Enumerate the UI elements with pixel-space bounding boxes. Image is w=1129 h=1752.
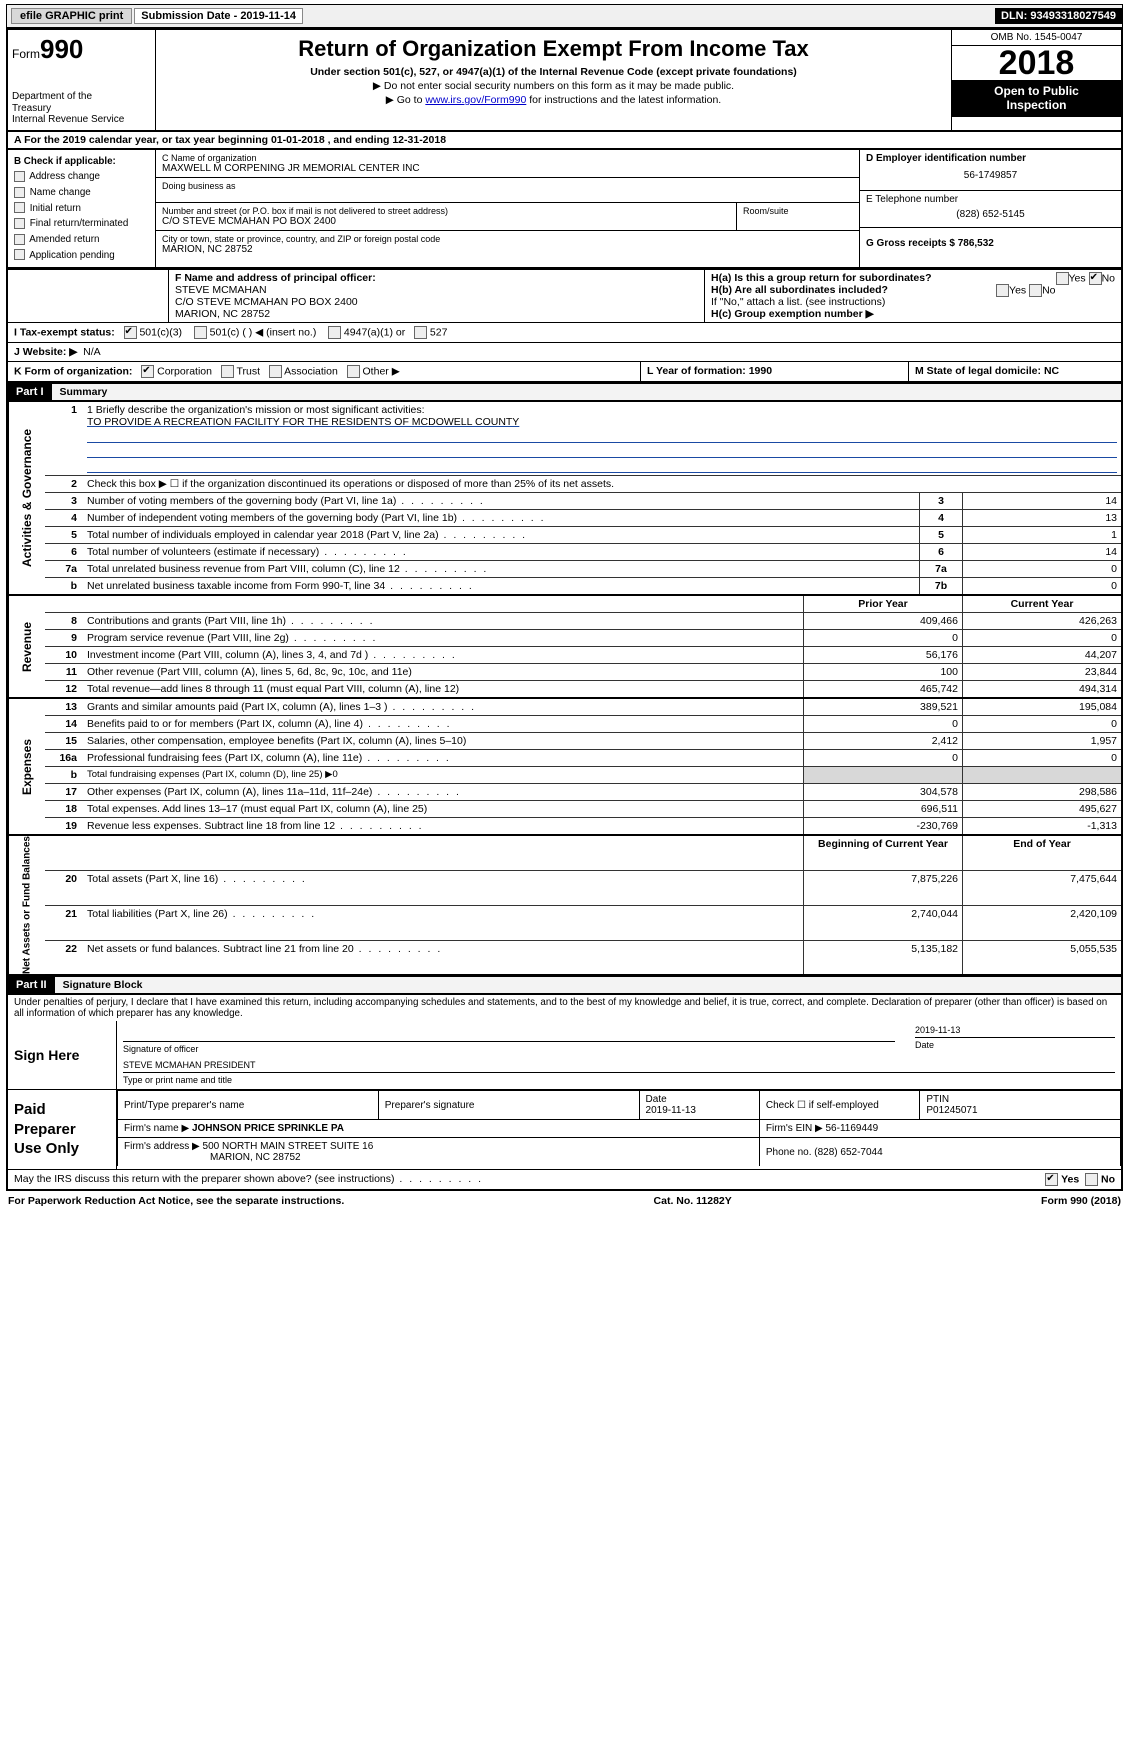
ha-yes[interactable] — [1056, 272, 1069, 285]
chk-address-change[interactable] — [14, 171, 25, 182]
discuss-no[interactable] — [1085, 1173, 1098, 1186]
irs-link[interactable]: www.irs.gov/Form990 — [425, 94, 526, 106]
mission-text: TO PROVIDE A RECREATION FACILITY FOR THE… — [87, 416, 519, 428]
state-domicile: M State of legal domicile: NC — [915, 365, 1059, 377]
dept-treasury: Department of theTreasuryInternal Revenu… — [12, 91, 151, 126]
instruction-2: ▶ Go to www.irs.gov/Form990 for instruct… — [164, 94, 943, 106]
sign-date: 2019-11-13 — [915, 1025, 1115, 1038]
org-name: MAXWELL M CORPENING JR MEMORIAL CENTER I… — [162, 163, 853, 174]
tax-year: 2018 — [952, 46, 1121, 80]
discuss-question: May the IRS discuss this return with the… — [14, 1173, 483, 1186]
chk-501c3[interactable] — [124, 326, 137, 339]
discuss-yes[interactable] — [1045, 1173, 1058, 1186]
chk-527[interactable] — [414, 326, 427, 339]
chk-trust[interactable] — [221, 365, 234, 378]
hb-yes[interactable] — [996, 284, 1009, 297]
part-i-header: Part I Summary — [6, 383, 1123, 402]
chk-501c[interactable] — [194, 326, 207, 339]
officer-name-title: STEVE MCMAHAN PRESIDENT — [123, 1060, 1115, 1073]
ha-no[interactable] — [1089, 272, 1102, 285]
summary-revenue: Revenue Prior YearCurrent Year 8Contribu… — [6, 596, 1123, 699]
submission-date: Submission Date - 2019-11-14 — [134, 8, 303, 24]
firm-ein: 56-1169449 — [826, 1123, 879, 1134]
form-number: 990 — [40, 34, 83, 64]
officer-group-info: F Name and address of principal officer:… — [6, 269, 1123, 322]
firm-phone: (828) 652-7044 — [814, 1147, 882, 1158]
tax-exempt-status: I Tax-exempt status: 501(c)(3) 501(c) ( … — [6, 322, 1123, 342]
year-formation: L Year of formation: 1990 — [647, 365, 772, 377]
summary-expenses: Expenses 13Grants and similar amounts pa… — [6, 699, 1123, 836]
phone: (828) 652-5145 — [866, 205, 1115, 224]
hc-label: H(c) Group exemption number ▶ — [711, 308, 874, 320]
efile-btn[interactable]: efile GRAPHIC print — [11, 8, 132, 24]
chk-name-change[interactable] — [14, 187, 25, 198]
paid-preparer-table: Print/Type preparer's name Preparer's si… — [117, 1090, 1121, 1166]
row-j-website: J Website: ▶ N/A — [6, 342, 1123, 361]
dln: DLN: 93493318027549 — [995, 8, 1122, 24]
row-klm: K Form of organization: Corporation Trus… — [6, 361, 1123, 383]
form-title: Return of Organization Exempt From Incom… — [164, 36, 943, 62]
chk-pending[interactable] — [14, 249, 25, 260]
chk-amended[interactable] — [14, 234, 25, 245]
chk-assoc[interactable] — [269, 365, 282, 378]
page-footer: For Paperwork Reduction Act Notice, see … — [6, 1191, 1123, 1211]
open-public: Open to PublicInspection — [952, 80, 1121, 117]
col-b-checkboxes: B Check if applicable: Address change Na… — [8, 150, 156, 268]
form-header: Form990 Department of theTreasuryInterna… — [6, 28, 1123, 132]
form-subtitle: Under section 501(c), 527, or 4947(a)(1)… — [164, 66, 943, 78]
chk-4947[interactable] — [328, 326, 341, 339]
row-a-tax-year: A For the 2019 calendar year, or tax yea… — [6, 132, 1123, 150]
hb-no[interactable] — [1029, 284, 1042, 297]
paid-preparer-label: PaidPreparerUse Only — [8, 1090, 116, 1169]
chk-final[interactable] — [14, 218, 25, 229]
instruction-1: ▶ Do not enter social security numbers o… — [164, 80, 943, 92]
officer-name: STEVE MCMAHAN — [175, 284, 698, 296]
perjury-statement: Under penalties of perjury, I declare th… — [6, 995, 1123, 1021]
dba-label: Doing business as — [162, 181, 853, 191]
form-word: Form — [12, 47, 40, 61]
ein: 56-1749857 — [866, 164, 1115, 187]
city-state-zip: MARION, NC 28752 — [162, 244, 853, 255]
chk-initial[interactable] — [14, 202, 25, 213]
entity-info: B Check if applicable: Address change Na… — [6, 150, 1123, 270]
firm-name: JOHNSON PRICE SPRINKLE PA — [192, 1123, 344, 1134]
part-ii-header: Part II Signature Block — [6, 976, 1123, 995]
ptin: P01245071 — [926, 1105, 977, 1116]
sign-here-section: Sign Here Signature of officer 2019-11-1… — [6, 1021, 1123, 1191]
chk-other[interactable] — [347, 365, 360, 378]
room-label: Room/suite — [743, 206, 853, 216]
street-address: C/O STEVE MCMAHAN PO BOX 2400 — [162, 216, 730, 227]
chk-corp[interactable] — [141, 365, 154, 378]
gross-receipts: G Gross receipts $ 786,532 — [866, 238, 1115, 249]
summary-governance: Activities & Governance 1 1 Briefly desc… — [6, 402, 1123, 596]
summary-net-assets: Net Assets or Fund Balances Beginning of… — [6, 836, 1123, 976]
top-bar: efile GRAPHIC print Submission Date - 20… — [6, 4, 1123, 28]
